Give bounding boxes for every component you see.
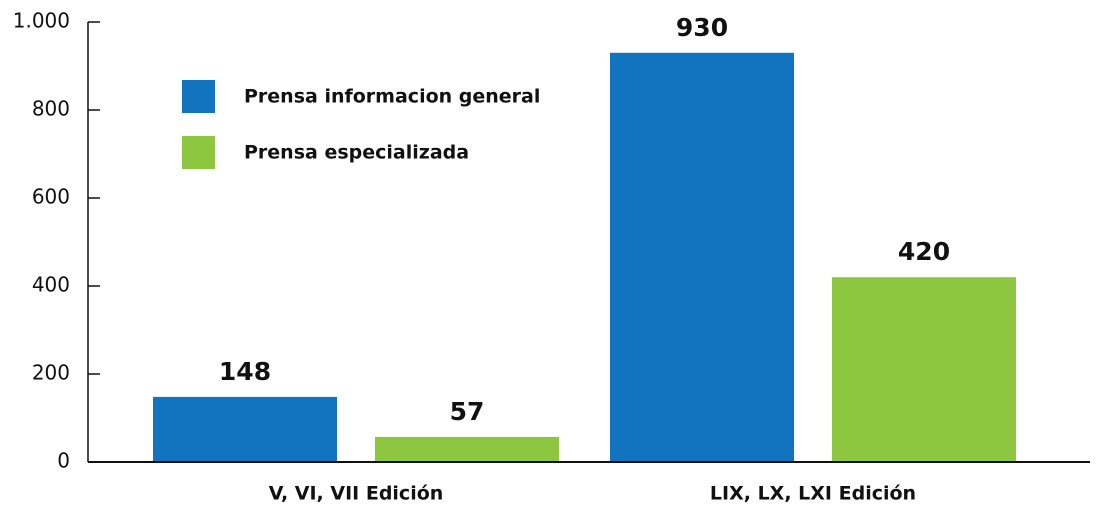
- bar: [832, 277, 1016, 462]
- y-tick-label: 800: [32, 97, 70, 121]
- y-tick-label: 400: [32, 273, 70, 297]
- bar: [610, 52, 794, 463]
- value-label: 930: [676, 13, 728, 42]
- bar: [375, 436, 559, 462]
- value-label: 148: [219, 357, 271, 386]
- value-label: 420: [898, 237, 950, 266]
- value-label: 57: [450, 397, 485, 426]
- y-tick-label: 0: [57, 449, 70, 473]
- legend-swatch: [182, 136, 215, 169]
- x-tick-label: LIX, LX, LXI Edición: [710, 483, 916, 505]
- legend-label: Prensa informacion general: [244, 86, 540, 108]
- legend-label: Prensa especializada: [244, 142, 469, 164]
- y-tick-label: 1.000: [13, 9, 70, 33]
- bar: [153, 396, 337, 462]
- y-tick-label: 200: [32, 361, 70, 385]
- x-tick-label: V, VI, VII Edición: [269, 483, 444, 505]
- y-tick-label: 600: [32, 185, 70, 209]
- legend-swatch: [182, 80, 215, 113]
